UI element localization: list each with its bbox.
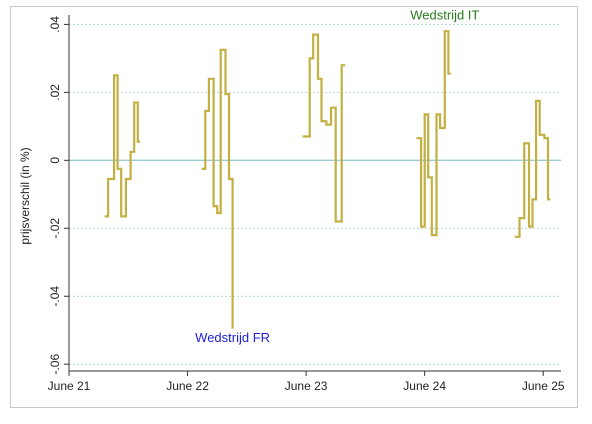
x-tick-label: June 21 — [48, 379, 91, 393]
x-tick-label: June 23 — [285, 379, 328, 393]
price-diff-step-line — [302, 33, 346, 223]
x-tick-label: June 22 — [166, 379, 209, 393]
y-tick-label: -.06 — [48, 354, 62, 375]
y-tick-label: .02 — [48, 84, 62, 101]
chart-frame: .04 .02 0 -.02 -.04 -.06 June 21 June 22 June 23… — [10, 6, 578, 408]
price-diff-step-line — [201, 48, 234, 329]
y-tick-label: .04 — [48, 16, 62, 33]
axis-layer: .04 .02 0 -.02 -.04 -.06 June 21 June 22 June 23… — [48, 15, 565, 393]
annotation-layer: Wedstrijd FR Wedstrijd IT — [195, 7, 479, 345]
price-difference-chart: .04 .02 0 -.02 -.04 -.06 June 21 June 22 June 23… — [18, 7, 565, 393]
annotation-label: Wedstrijd FR — [195, 330, 270, 345]
price-diff-step-line — [416, 30, 451, 237]
y-axis-title: prijsverschil (in %) — [18, 147, 32, 244]
series-layer — [104, 30, 551, 329]
price-diff-step-line — [104, 74, 141, 218]
y-tick-label: -.02 — [48, 218, 62, 239]
y-tick-label: 0 — [48, 157, 62, 164]
grid-layer — [69, 23, 561, 365]
price-diff-step-line — [514, 99, 551, 238]
annotation-label: Wedstrijd IT — [410, 7, 479, 22]
x-tick-label: June 25 — [522, 379, 565, 393]
x-tick-label: June 24 — [403, 379, 446, 393]
y-tick-label: -.04 — [48, 286, 62, 307]
